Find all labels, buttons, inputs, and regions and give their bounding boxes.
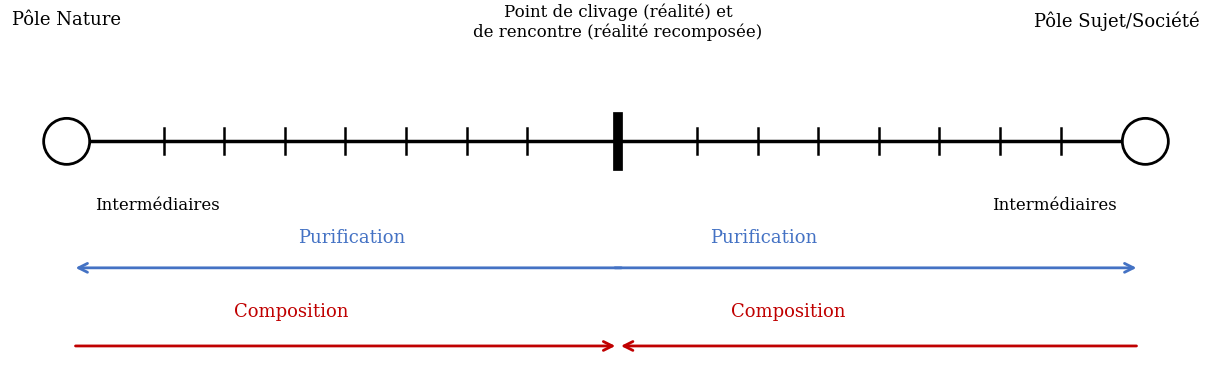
Text: Purification: Purification <box>298 229 405 247</box>
Text: Composition: Composition <box>731 304 845 321</box>
Text: Point de clivage (réalité) et
de rencontre (réalité recomposée): Point de clivage (réalité) et de rencont… <box>474 4 762 41</box>
Text: Intermédiaires: Intermédiaires <box>993 197 1116 214</box>
Ellipse shape <box>1122 118 1168 164</box>
Text: Purification: Purification <box>710 229 817 247</box>
Text: Composition: Composition <box>234 304 348 321</box>
Ellipse shape <box>44 118 90 164</box>
Text: Pôle Nature: Pôle Nature <box>12 11 121 29</box>
Text: Intermédiaires: Intermédiaires <box>96 197 219 214</box>
Text: Pôle Sujet/Société: Pôle Sujet/Société <box>1034 11 1200 31</box>
